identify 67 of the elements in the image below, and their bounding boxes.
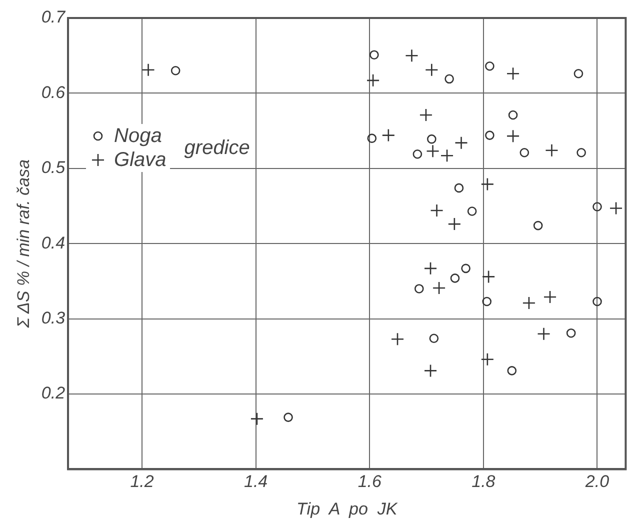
- point: [480, 178, 494, 191]
- y-tick-label: 0.6: [41, 82, 66, 102]
- point: [533, 220, 543, 230]
- point: [424, 364, 438, 378]
- y-tick-label: 0.4: [41, 233, 66, 252]
- point: [425, 63, 438, 77]
- x-tick-label: 1.6: [358, 472, 382, 492]
- point: [284, 412, 293, 422]
- point: [454, 183, 464, 193]
- point: [485, 61, 494, 71]
- point: [576, 148, 586, 158]
- point: [566, 328, 576, 338]
- point: [592, 202, 602, 212]
- point: [424, 262, 438, 276]
- point: [450, 274, 460, 283]
- legend-label: Noga: [114, 124, 162, 148]
- point: [427, 134, 436, 144]
- point: [430, 204, 444, 218]
- point: [405, 48, 418, 62]
- y-axis-title: Σ ΔS % / min raf. časa: [14, 159, 33, 329]
- point: [485, 130, 494, 140]
- x-tick-label: 1.2: [130, 472, 154, 492]
- point: [382, 128, 396, 142]
- point: [506, 129, 520, 143]
- point: [419, 108, 433, 122]
- point: [609, 202, 623, 215]
- point: [426, 144, 440, 158]
- point: [412, 149, 422, 159]
- point: [543, 290, 557, 304]
- point: [461, 264, 470, 274]
- x-axis-title: Tip A po JK: [296, 500, 398, 519]
- point: [507, 366, 517, 376]
- point: [432, 281, 446, 295]
- y-tick-label: 0.7: [41, 8, 66, 27]
- y-tick-label: 0.2: [41, 384, 66, 403]
- annotation: gredice: [180, 136, 254, 160]
- point: [482, 296, 492, 306]
- point: [592, 296, 602, 306]
- point: [480, 352, 494, 366]
- point: [367, 134, 377, 143]
- point: [522, 296, 536, 310]
- point: [467, 206, 477, 216]
- point: [482, 270, 496, 284]
- x-tick-label: 1.8: [472, 472, 496, 492]
- point: [250, 412, 264, 426]
- point: [444, 74, 454, 84]
- point: [545, 144, 558, 157]
- legend-label: Glava: [114, 148, 166, 172]
- point: [390, 332, 404, 346]
- x-tick-label: 1.4: [244, 472, 268, 492]
- point: [429, 334, 439, 343]
- point: [170, 66, 180, 76]
- point: [366, 74, 380, 88]
- y-tick-label: 0.3: [41, 308, 66, 328]
- point: [537, 327, 550, 340]
- point: [506, 67, 520, 80]
- point: [142, 63, 155, 77]
- point: [448, 217, 462, 231]
- point: [574, 69, 584, 78]
- point: [370, 50, 379, 60]
- point: [454, 136, 468, 150]
- point: [520, 148, 530, 158]
- y-tick-label: 0.5: [41, 158, 66, 178]
- point: [440, 148, 454, 162]
- x-tick-label: 2.0: [584, 472, 610, 492]
- point: [508, 110, 518, 120]
- point: [414, 284, 424, 294]
